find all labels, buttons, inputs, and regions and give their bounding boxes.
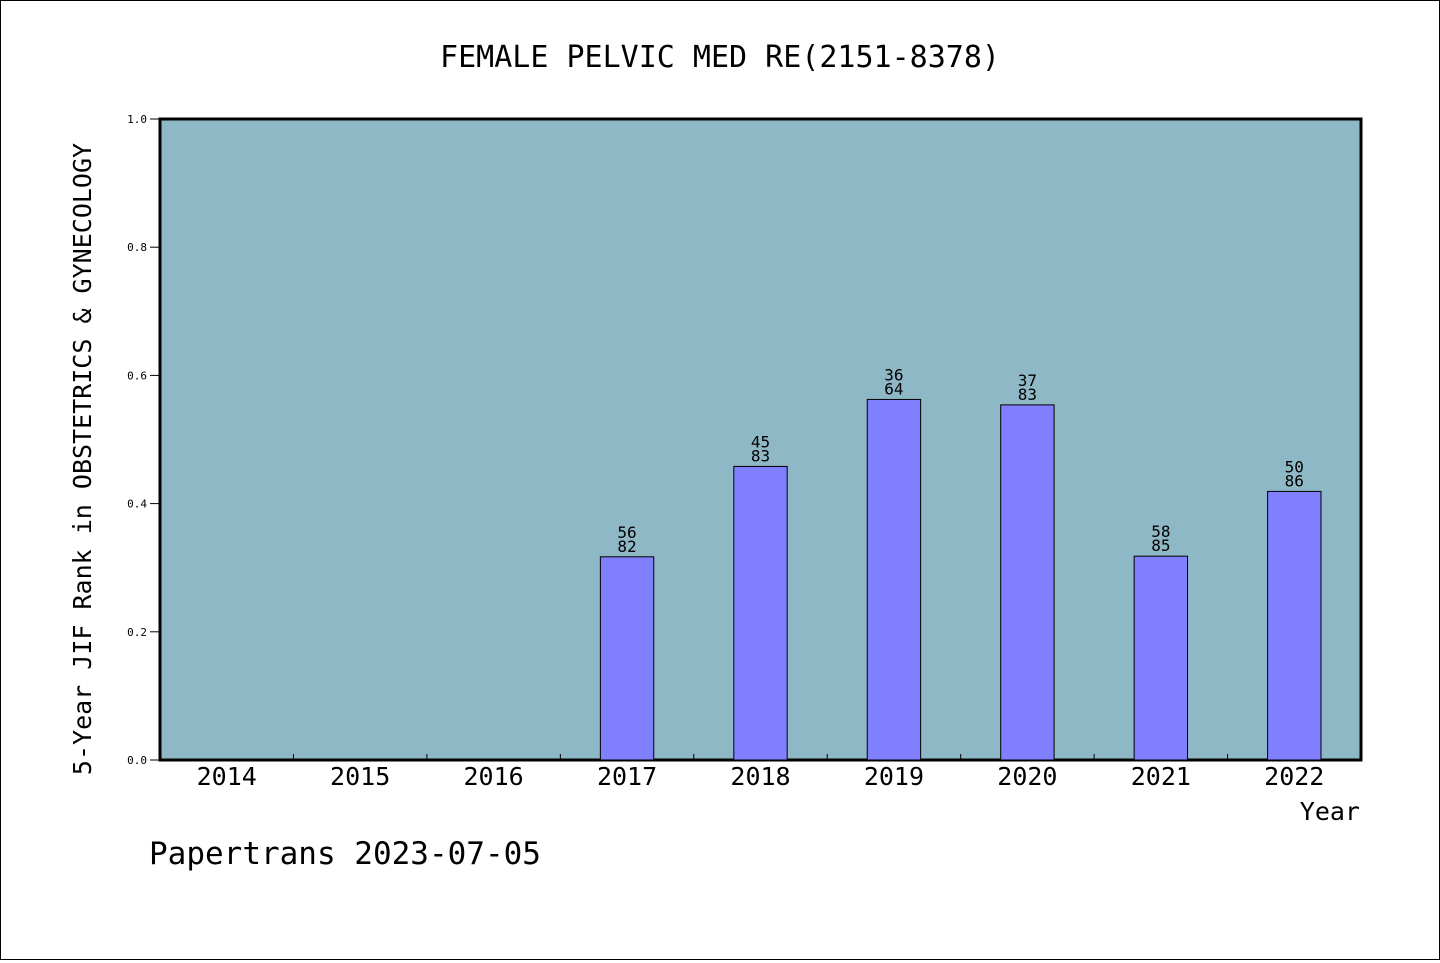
bar-rank-label: 36 bbox=[884, 365, 903, 384]
x-axis-label: Year bbox=[1300, 797, 1360, 826]
bar-2019 bbox=[866, 398, 922, 761]
bar-rank-label: 37 bbox=[1018, 371, 1037, 390]
bar-2017 bbox=[599, 556, 655, 761]
bar-rank-label: 58 bbox=[1151, 522, 1170, 541]
bar-rank-label: 56 bbox=[617, 523, 636, 542]
bar-rank-label: 50 bbox=[1285, 457, 1304, 476]
bar-2020 bbox=[1000, 404, 1055, 761]
y-tick-label: 0.0 bbox=[127, 754, 147, 767]
x-tick-label: 2020 bbox=[997, 762, 1057, 791]
bar-total-label: 83 bbox=[1018, 385, 1037, 404]
chart-title: FEMALE PELVIC MED RE(2151-8378) bbox=[440, 40, 1000, 75]
y-tick-label: 1.0 bbox=[127, 113, 147, 126]
bar-2018 bbox=[733, 465, 788, 761]
bar-total-label: 82 bbox=[617, 537, 636, 556]
x-axis: 2014 2015 2016 2017 2018 2019 2020 2021 2022 bbox=[197, 754, 1324, 791]
bar-2022 bbox=[1267, 490, 1322, 761]
bar-rank-label: 45 bbox=[751, 432, 770, 451]
x-tick-label: 2022 bbox=[1264, 762, 1324, 791]
x-tick-label: 2015 bbox=[330, 762, 390, 791]
x-tick-label: 2016 bbox=[464, 762, 524, 791]
bar-total-label: 86 bbox=[1285, 471, 1304, 490]
x-tick-label: 2019 bbox=[864, 762, 924, 791]
bar-total-label: 64 bbox=[884, 379, 903, 398]
y-axis-label: 5-Year JIF Rank in OBSTETRICS & GYNECOLO… bbox=[68, 143, 97, 775]
x-tick-label: 2014 bbox=[197, 762, 257, 791]
y-axis: 0.0 0.2 0.4 0.6 0.8 1.0 bbox=[127, 113, 160, 767]
y-tick-label: 0.4 bbox=[127, 498, 147, 511]
x-tick-label: 2018 bbox=[730, 762, 790, 791]
x-tick-label: 2017 bbox=[597, 762, 657, 791]
y-tick-label: 0.6 bbox=[127, 369, 147, 382]
x-tick-label: 2021 bbox=[1131, 762, 1191, 791]
source-footer: Papertrans 2023-07-05 bbox=[149, 836, 541, 872]
bar-total-label: 83 bbox=[751, 446, 770, 465]
y-tick-label: 0.8 bbox=[127, 241, 147, 254]
bar-2021 bbox=[1133, 555, 1189, 761]
y-tick-label: 0.2 bbox=[127, 626, 147, 639]
bar-total-label: 85 bbox=[1151, 536, 1170, 555]
